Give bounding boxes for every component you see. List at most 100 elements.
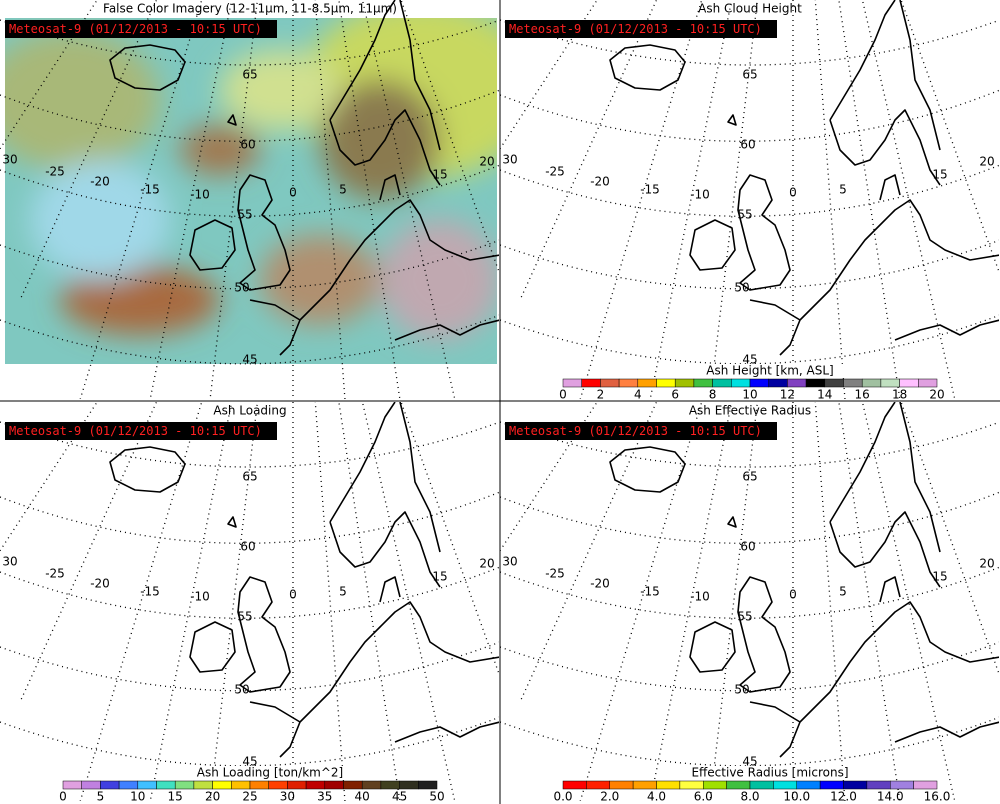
colorbar-tick-label: 15 bbox=[168, 790, 183, 804]
colorbar-tick-label: 20 bbox=[205, 790, 220, 804]
colorbar-tick-label: 0.0 bbox=[553, 790, 572, 804]
colorbar-segment bbox=[118, 780, 139, 790]
latitude-label: 60 bbox=[240, 138, 255, 152]
colorbar-label-bg bbox=[180, 766, 360, 780]
longitude-label: 0 bbox=[289, 588, 297, 602]
longitude-label: 5 bbox=[339, 585, 347, 599]
colorbar-segment bbox=[618, 378, 639, 388]
map bbox=[500, 402, 999, 801]
longitude-label: 20 bbox=[479, 557, 494, 571]
latitude-label: 55 bbox=[737, 610, 752, 624]
colorbar-segment bbox=[562, 378, 582, 388]
longitude-label: 30 bbox=[2, 153, 17, 167]
longitude-label: -15 bbox=[140, 183, 160, 197]
colorbar-segment bbox=[137, 780, 157, 790]
colorbar-tick-label: 2.0 bbox=[600, 790, 619, 804]
longitude-label: 15 bbox=[932, 570, 947, 584]
colorbar-tick-label: 18 bbox=[892, 388, 907, 402]
colorbar-segment bbox=[193, 780, 213, 790]
colorbar-segment bbox=[305, 780, 326, 790]
longitude-label: 30 bbox=[502, 555, 517, 569]
colorbar-segment bbox=[656, 780, 681, 790]
colorbar-segment bbox=[880, 378, 900, 388]
colorbar-tick-label: 40 bbox=[355, 790, 370, 804]
latitude-label: 60 bbox=[240, 540, 255, 554]
latitude-label: 55 bbox=[237, 610, 252, 624]
colorbar-segment bbox=[586, 780, 610, 790]
colorbar-tick-label: 16.0 bbox=[924, 790, 951, 804]
colorbar-segment bbox=[361, 780, 382, 790]
colorbar-segment bbox=[918, 378, 938, 388]
colorbar-segment bbox=[100, 780, 120, 790]
colorbar-segment bbox=[600, 378, 620, 388]
longitude-label: 30 bbox=[502, 153, 517, 167]
colorbar-label: Ash Loading [ton/km^2] bbox=[197, 766, 343, 780]
colorbar-segment bbox=[726, 780, 751, 790]
longitude-label: -25 bbox=[45, 165, 65, 179]
colorbar-segment bbox=[287, 780, 307, 790]
timestamp: Meteosat-9 (01/12/2013 - 10:15 UTC) bbox=[509, 22, 762, 36]
colorbar-segment bbox=[231, 780, 251, 790]
longitude-label: -10 bbox=[190, 188, 210, 202]
colorbar-segment bbox=[796, 780, 821, 790]
latitude-label: 50 bbox=[234, 281, 249, 295]
colorbar-tick-label: 14 bbox=[817, 388, 832, 402]
longitude-label: 30 bbox=[2, 555, 17, 569]
longitude-label: -20 bbox=[90, 175, 110, 189]
longitude-label: 5 bbox=[839, 183, 847, 197]
latitude-label: 45 bbox=[242, 755, 257, 769]
colorbar-segment bbox=[787, 378, 807, 388]
longitude-label: -15 bbox=[640, 585, 660, 599]
colorbar-tick-label: 45 bbox=[392, 790, 407, 804]
colorbar-segment bbox=[749, 378, 769, 388]
colorbar-segment bbox=[632, 780, 657, 790]
longitude-label: 20 bbox=[979, 155, 994, 169]
latitude-label: 50 bbox=[734, 281, 749, 295]
timestamp-box bbox=[5, 20, 277, 38]
latitude-label: 45 bbox=[742, 755, 757, 769]
coastlines-graticule bbox=[500, 402, 999, 801]
longitude-label: -10 bbox=[690, 188, 710, 202]
panel-title: Ash Effective Radius bbox=[689, 404, 811, 418]
latitude-label: 65 bbox=[242, 470, 257, 484]
coastlines-graticule bbox=[500, 0, 999, 399]
colorbar-segment bbox=[268, 780, 288, 790]
colorbar-segment bbox=[249, 780, 269, 790]
colorbar-tick-label: 12.0 bbox=[830, 790, 857, 804]
panel-title: False Color Imagery (12-11μm, 11-8.5μm, … bbox=[103, 2, 397, 16]
colorbar-segment bbox=[562, 780, 587, 790]
colorbar-segment bbox=[843, 378, 863, 388]
longitude-label: 0 bbox=[789, 186, 797, 200]
colorbar-label: Ash Height [km, ASL] bbox=[706, 364, 834, 378]
colorbar-segment bbox=[174, 780, 195, 790]
colorbar-segment bbox=[824, 378, 844, 388]
longitude-label: 15 bbox=[432, 168, 447, 182]
longitude-label: -20 bbox=[590, 175, 610, 189]
colorbar-segment bbox=[749, 780, 774, 790]
colorbar-tick-label: 0 bbox=[559, 388, 567, 402]
longitude-label: 0 bbox=[789, 588, 797, 602]
colorbar-segment bbox=[890, 780, 914, 790]
latitude-label: 45 bbox=[242, 353, 257, 367]
latitude-label: 55 bbox=[737, 208, 752, 222]
colorbar-tick-label: 35 bbox=[317, 790, 332, 804]
panel-title: Ash Loading bbox=[213, 404, 286, 418]
colorbar-tick-label: 30 bbox=[280, 790, 295, 804]
colorbar-segment bbox=[637, 378, 657, 388]
colorbar-tick-label: 5 bbox=[97, 790, 105, 804]
colorbar-tick-label: 4.0 bbox=[647, 790, 666, 804]
longitude-label: 20 bbox=[479, 155, 494, 169]
colorbar-segment bbox=[899, 378, 919, 388]
timestamp-box bbox=[505, 20, 777, 38]
longitude-label: -10 bbox=[690, 590, 710, 604]
latitude-label: 60 bbox=[740, 540, 755, 554]
colorbar-segment bbox=[343, 780, 363, 790]
colorbar-segment bbox=[843, 780, 868, 790]
longitude-label: 15 bbox=[432, 570, 447, 584]
longitude-label: -15 bbox=[140, 585, 160, 599]
colorbar-tick-label: 4 bbox=[634, 388, 642, 402]
colorbar-segment bbox=[62, 780, 82, 790]
